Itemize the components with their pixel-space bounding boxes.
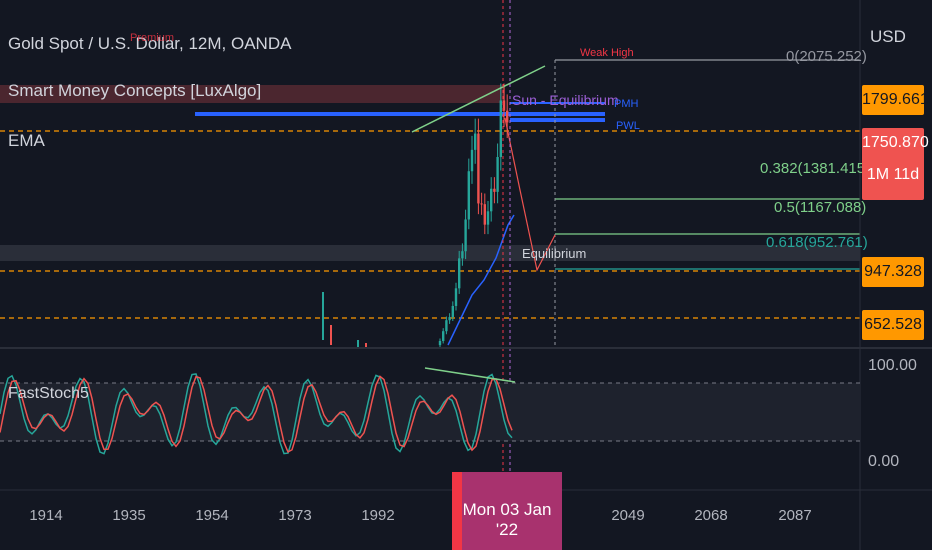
price-tag-countdown: 1M 11d <box>866 166 920 183</box>
price-tag-652: 652.528 <box>862 310 924 340</box>
x-tick-1992: 1992 <box>361 507 395 524</box>
candle-body <box>467 171 470 220</box>
candle-body <box>502 100 506 111</box>
price-tag-current-value: 1750.870 <box>862 134 929 151</box>
candle-body <box>454 288 458 306</box>
fib-label-0618: 0.618(952.761) <box>766 234 868 251</box>
candle-body <box>480 203 483 205</box>
fib-label-0382: 0.382(1381.415) <box>760 160 871 177</box>
stoch-divergence-line <box>424 367 516 383</box>
x-tick-1973: 1973 <box>278 507 312 524</box>
candle-body <box>486 211 490 225</box>
indicator-stoch-legend[interactable]: FastStoch5 <box>8 385 89 402</box>
candle-body <box>445 320 448 332</box>
candle-body <box>322 292 324 340</box>
price-tag-1799: 1799.661 <box>862 85 929 115</box>
price-tag-947: 947.328 <box>862 257 924 287</box>
order-block-line-2 <box>510 118 605 122</box>
indicator-smc-legend[interactable]: Smart Money Concepts [LuxAlgo] <box>8 81 262 100</box>
zigzag-projection <box>504 117 556 272</box>
candle-body <box>483 204 486 225</box>
candle-body <box>496 156 499 192</box>
candle-body <box>461 251 464 259</box>
candle-body <box>474 133 477 150</box>
candle-body <box>470 149 474 172</box>
x-tick-2087: 2087 <box>778 507 812 524</box>
order-block-line <box>195 112 605 116</box>
candle-body <box>458 258 461 289</box>
x-tick-2068: 2068 <box>694 507 728 524</box>
trendline-upper <box>411 65 546 133</box>
candle-body <box>506 110 509 123</box>
symbol-title[interactable]: Gold Spot / U.S. Dollar, 12M, OANDA <box>8 34 292 53</box>
candle-body <box>464 219 467 252</box>
x-tick-1935: 1935 <box>112 507 146 524</box>
fib-label-0: 0(2075.252) <box>786 48 867 65</box>
x-tick-1914: 1914 <box>29 507 63 524</box>
x-tick-2049: 2049 <box>611 507 645 524</box>
candle-body <box>357 340 359 348</box>
candle-body <box>438 340 442 346</box>
stoch-axis-100: 100.00 <box>868 357 917 374</box>
x-tick-1954: 1954 <box>195 507 229 524</box>
candle-body <box>477 133 480 204</box>
stoch-band <box>0 383 860 441</box>
candle-body <box>451 305 454 318</box>
candle-body <box>493 188 496 192</box>
candle-body <box>448 317 451 321</box>
pmh-label: PMH <box>614 98 639 110</box>
ema-line <box>447 214 515 346</box>
crosshair-time-label: Mon 03 Jan '22 <box>452 472 562 550</box>
crosshair-time-marker <box>452 472 462 550</box>
stoch-axis-0: 0.00 <box>868 453 900 470</box>
candle-body <box>499 100 502 157</box>
equilibrium-label: Equilibrium <box>522 246 587 261</box>
premium-label: Premium <box>130 32 175 44</box>
pwl-label: PWL <box>616 120 640 132</box>
indicator-ema-legend[interactable]: EMA <box>8 131 45 150</box>
candle-body <box>442 331 445 341</box>
bos-label: Sun - Equilibrium <box>512 92 619 108</box>
candle-body <box>490 188 493 212</box>
price-tag-current: 1750.870 1M 11d <box>862 128 929 200</box>
premium-zone <box>0 85 505 103</box>
candle-body <box>365 343 367 348</box>
equilibrium-zone <box>0 245 860 261</box>
stoch-d-line <box>0 375 513 454</box>
candle-body <box>330 325 332 345</box>
currency-label[interactable]: USD <box>870 27 906 46</box>
fib-label-05: 0.5(1167.088) <box>774 199 867 216</box>
weak-high-label: Weak High <box>580 47 634 59</box>
